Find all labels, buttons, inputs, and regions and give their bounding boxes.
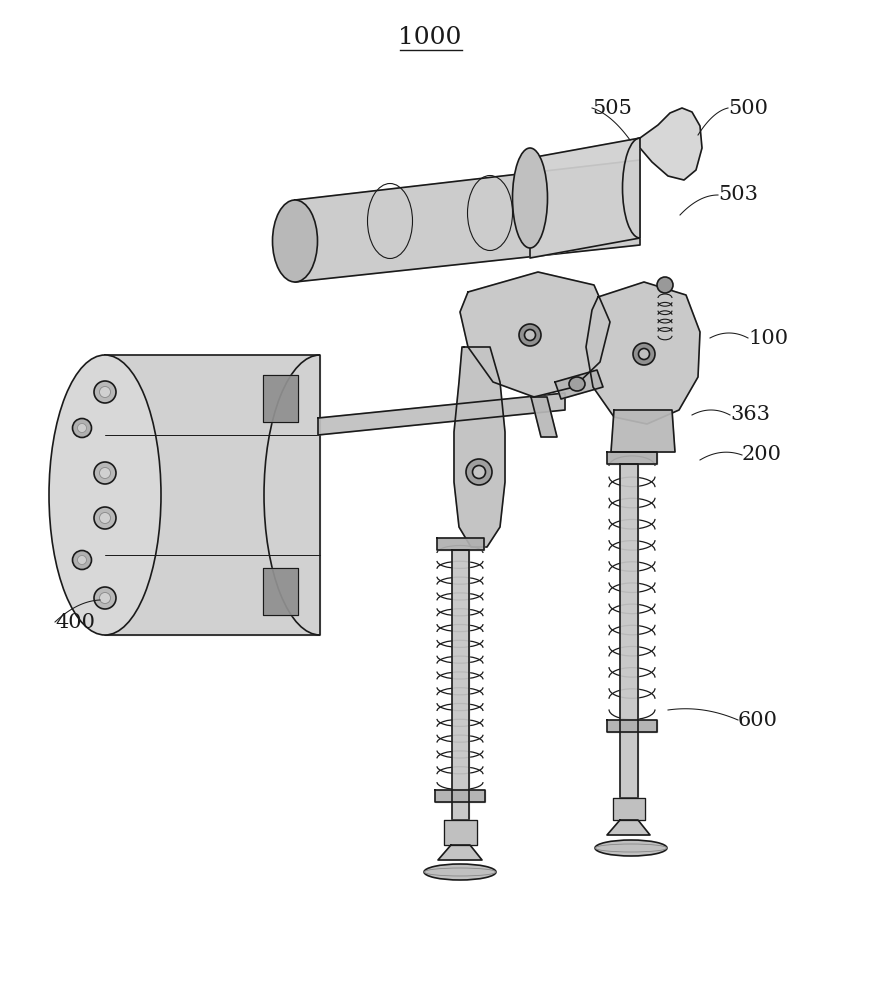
Ellipse shape [78, 556, 86, 564]
Ellipse shape [639, 349, 649, 360]
Ellipse shape [94, 587, 116, 609]
Ellipse shape [49, 355, 161, 635]
Ellipse shape [657, 277, 673, 293]
Polygon shape [460, 272, 610, 397]
Polygon shape [444, 820, 477, 845]
Polygon shape [454, 347, 505, 547]
Polygon shape [263, 375, 298, 422]
Ellipse shape [473, 466, 485, 479]
Text: 100: 100 [748, 328, 789, 348]
Text: 363: 363 [730, 406, 770, 424]
Polygon shape [318, 393, 565, 435]
Polygon shape [530, 138, 640, 258]
Text: 500: 500 [728, 99, 768, 117]
Polygon shape [620, 464, 638, 798]
Ellipse shape [424, 864, 496, 880]
Ellipse shape [525, 330, 535, 340]
Polygon shape [586, 282, 700, 424]
Ellipse shape [100, 386, 110, 397]
Ellipse shape [72, 418, 92, 438]
Polygon shape [295, 160, 640, 282]
Polygon shape [452, 550, 469, 820]
Ellipse shape [94, 381, 116, 403]
Polygon shape [607, 820, 650, 835]
Ellipse shape [100, 468, 110, 479]
Ellipse shape [519, 324, 541, 346]
Ellipse shape [100, 512, 110, 524]
Text: 505: 505 [592, 99, 632, 117]
Ellipse shape [94, 507, 116, 529]
Polygon shape [437, 538, 484, 550]
Text: 600: 600 [738, 710, 778, 730]
Ellipse shape [100, 592, 110, 603]
Ellipse shape [466, 459, 492, 485]
Polygon shape [105, 355, 320, 635]
Ellipse shape [273, 200, 318, 282]
Ellipse shape [94, 462, 116, 484]
Polygon shape [531, 397, 557, 437]
Text: 400: 400 [55, 612, 95, 632]
Text: 1000: 1000 [399, 26, 461, 49]
Polygon shape [438, 845, 482, 860]
Polygon shape [435, 790, 485, 802]
Ellipse shape [595, 840, 667, 856]
Ellipse shape [78, 424, 86, 432]
Text: 200: 200 [742, 446, 782, 464]
Polygon shape [607, 452, 657, 464]
Polygon shape [611, 410, 675, 452]
Ellipse shape [72, 550, 92, 570]
Text: 503: 503 [718, 186, 758, 205]
Ellipse shape [512, 148, 548, 248]
Ellipse shape [633, 343, 655, 365]
Polygon shape [640, 108, 702, 180]
Polygon shape [555, 370, 603, 399]
Ellipse shape [569, 377, 585, 391]
Polygon shape [263, 568, 298, 615]
Polygon shape [613, 798, 645, 820]
Polygon shape [607, 720, 657, 732]
